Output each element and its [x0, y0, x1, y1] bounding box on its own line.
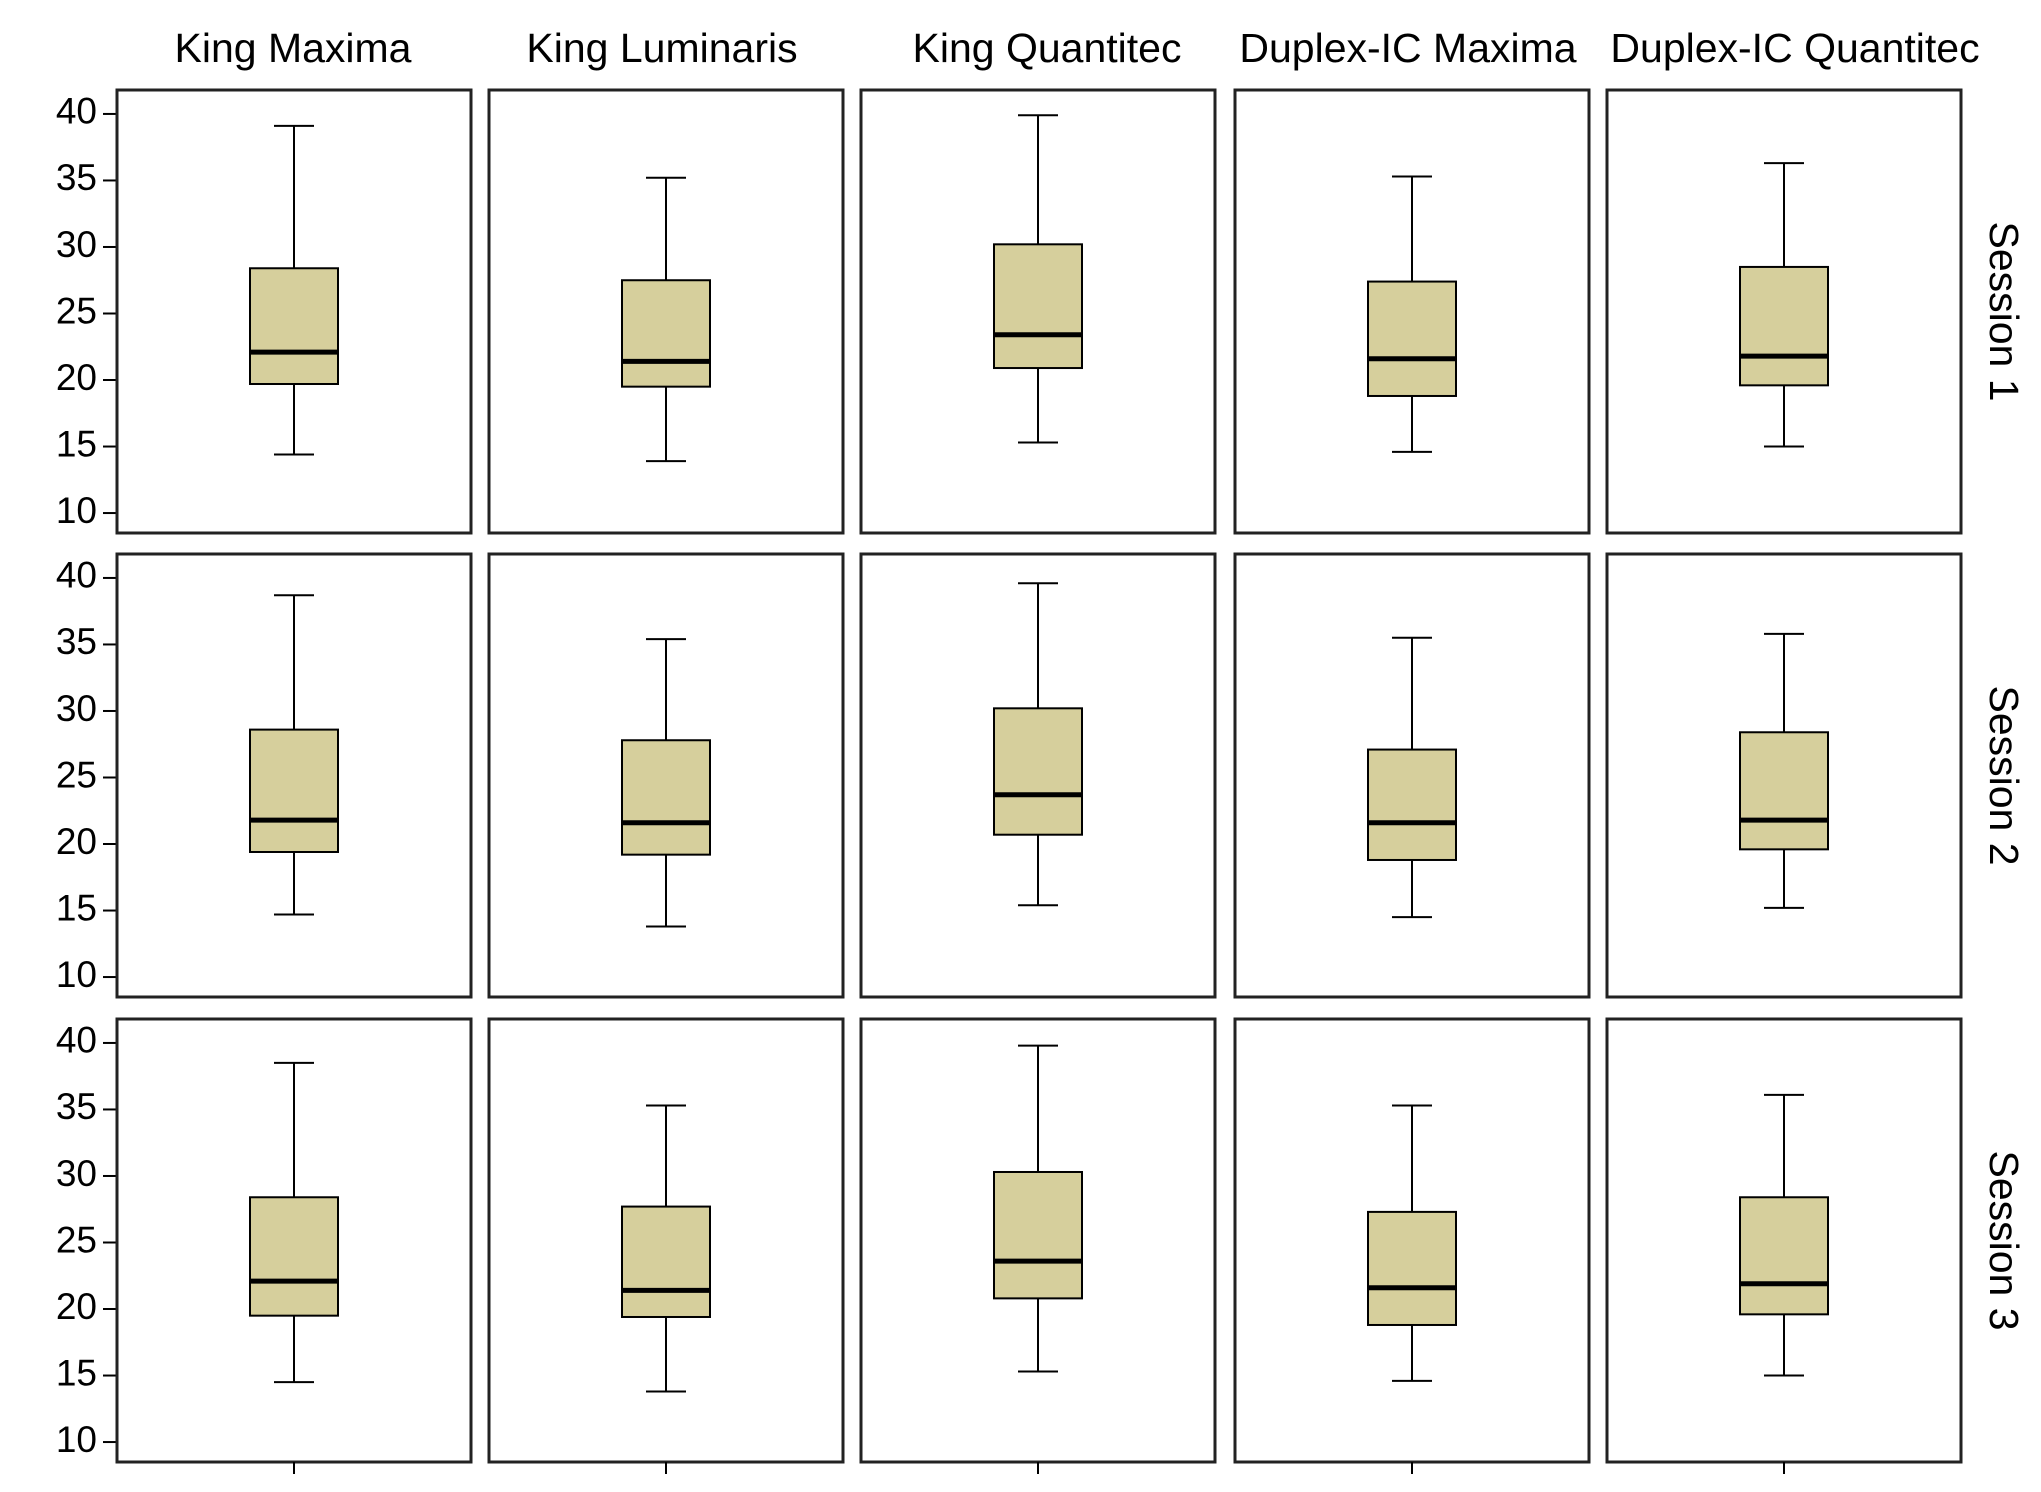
iqr-box — [1739, 1196, 1829, 1316]
iqr-box — [993, 1170, 1083, 1300]
iqr-box — [249, 267, 339, 386]
row-title: Session 2 — [1981, 685, 2027, 865]
y-tick-label: 25 — [56, 290, 97, 331]
y-tick-label: 35 — [56, 1086, 97, 1127]
iqr-box — [1367, 1210, 1457, 1326]
iqr-box — [621, 1205, 711, 1318]
y-tick-label: 10 — [56, 954, 97, 995]
row-title: Session 1 — [1981, 221, 2027, 401]
iqr-box — [249, 1196, 339, 1317]
column-title: Duplex-IC Quantitec — [1610, 25, 1979, 71]
y-tick-label: 10 — [56, 490, 97, 531]
y-tick-label: 40 — [56, 91, 97, 132]
y-tick-label: 20 — [56, 821, 97, 862]
iqr-box — [621, 279, 711, 388]
iqr-box — [1367, 748, 1457, 861]
iqr-box — [993, 707, 1083, 836]
column-title: King Maxima — [175, 25, 412, 71]
y-tick-label: 15 — [56, 1352, 97, 1393]
y-tick-label: 30 — [56, 224, 97, 265]
column-title: King Quantitec — [913, 25, 1182, 71]
y-tick-label: 20 — [56, 357, 97, 398]
iqr-box — [1739, 265, 1829, 387]
y-tick-label: 25 — [56, 1219, 97, 1260]
y-tick-label: 25 — [56, 754, 97, 795]
y-tick-label: 30 — [56, 688, 97, 729]
y-tick-label: 15 — [56, 887, 97, 928]
y-tick-label: 10 — [56, 1419, 97, 1460]
iqr-box — [249, 728, 339, 853]
y-tick-label: 20 — [56, 1286, 97, 1327]
y-tick-label: 30 — [56, 1153, 97, 1194]
y-tick-label: 35 — [56, 621, 97, 662]
row-title: Session 3 — [1981, 1150, 2027, 1330]
y-tick-label: 35 — [56, 157, 97, 198]
y-tick-label: 15 — [56, 423, 97, 464]
column-title: King Luminaris — [526, 25, 797, 71]
iqr-box — [621, 739, 711, 856]
y-tick-label: 40 — [56, 555, 97, 596]
column-title: Duplex-IC Maxima — [1239, 25, 1576, 71]
y-tick-label: 40 — [56, 1020, 97, 1061]
iqr-box — [1739, 731, 1829, 851]
iqr-box — [1367, 280, 1457, 397]
iqr-box — [993, 243, 1083, 370]
